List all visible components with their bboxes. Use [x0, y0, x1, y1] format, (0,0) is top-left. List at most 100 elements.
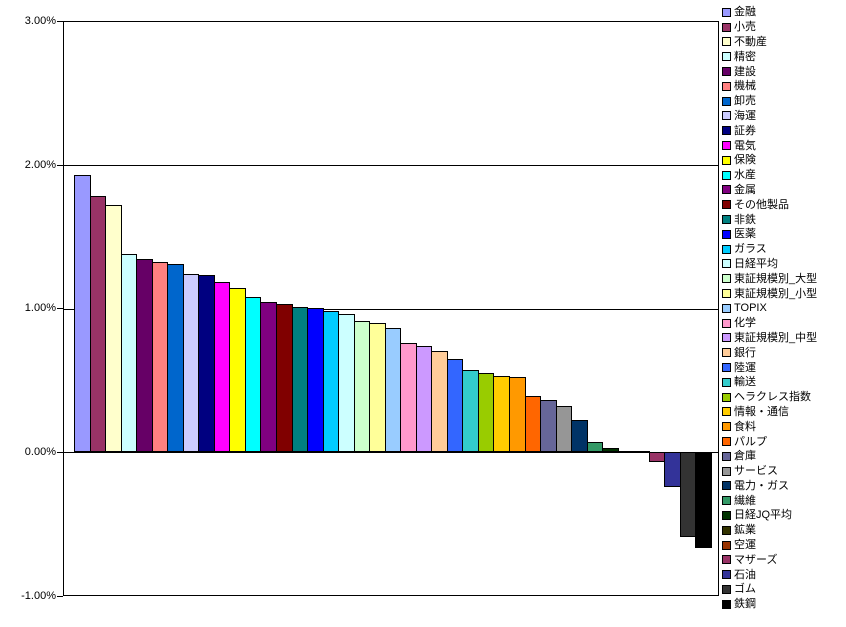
legend-item-26: 輸送 [722, 375, 846, 390]
y-axis-tick [57, 596, 63, 597]
legend-swatch-icon [722, 185, 731, 195]
bar-27-ヘラクレス指数 [477, 373, 495, 452]
legend-swatch-icon [722, 555, 731, 565]
legend-item-12: 水産 [722, 168, 846, 183]
legend-swatch-icon [722, 303, 731, 313]
legend-label: サービス [734, 465, 778, 478]
bar-32-サービス [555, 406, 573, 452]
legend-item-35: 日経JQ平均 [722, 508, 846, 523]
legend-item-10: 電気 [722, 138, 846, 153]
legend-label: 保険 [734, 154, 756, 167]
legend-item-39: 石油 [722, 567, 846, 582]
bar-5-建設 [136, 259, 153, 452]
y-axis-tick [57, 21, 63, 22]
legend-label: 水産 [734, 169, 756, 182]
legend-label: パルプ [734, 435, 767, 448]
plot-area [63, 21, 719, 596]
legend-swatch-icon [722, 363, 731, 373]
bar-34-繊維 [586, 442, 604, 452]
legend-label: 金属 [734, 183, 756, 196]
bar-23-東証規模別_中型 [415, 346, 433, 452]
legend-label: 東証規模別_大型 [734, 272, 818, 285]
legend-label: 電気 [734, 139, 756, 152]
legend-item-23: 東証規模別_中型 [722, 331, 846, 346]
legend-item-34: 繊維 [722, 493, 846, 508]
legend-item-29: 食料 [722, 419, 846, 434]
legend-item-32: サービス [722, 464, 846, 479]
legend-swatch-icon [722, 289, 731, 299]
legend-swatch-icon [722, 155, 731, 165]
legend-item-37: 空運 [722, 538, 846, 553]
legend-item-38: マザーズ [722, 552, 846, 567]
legend-label: 卸売 [734, 95, 756, 108]
legend-label: 非鉄 [734, 213, 756, 226]
y-axis-label-1pct: 1.00% [24, 302, 56, 314]
legend-label: 小売 [734, 21, 756, 34]
bar-39-石油 [664, 452, 681, 487]
legend-item-5: 建設 [722, 64, 846, 79]
legend-swatch-icon [722, 274, 731, 284]
legend-item-17: ガラス [722, 242, 846, 257]
legend-label: 建設 [734, 65, 756, 78]
bar-41-鉄鋼 [695, 452, 712, 548]
y-axis-label-2pct: 2.00% [24, 159, 56, 171]
legend-item-9: 証券 [722, 123, 846, 138]
gridline-1pct [64, 309, 718, 310]
legend-label: 機械 [734, 80, 756, 93]
legend-item-30: パルプ [722, 434, 846, 449]
legend-swatch-icon [722, 111, 731, 121]
legend-item-25: 陸運 [722, 360, 846, 375]
legend-label: TOPIX [734, 302, 767, 315]
legend-swatch-icon [722, 22, 731, 32]
legend-swatch-icon [722, 170, 731, 180]
legend-label: 精密 [734, 50, 756, 63]
legend-item-22: 化学 [722, 316, 846, 331]
bar-18-日経平均 [338, 314, 355, 452]
legend-label: その他製品 [734, 198, 789, 211]
legend-label: 日経JQ平均 [734, 509, 793, 522]
legend-item-27: ヘラクレス指数 [722, 390, 846, 405]
legend-item-40: ゴム [722, 582, 846, 597]
legend-item-2: 小売 [722, 20, 846, 35]
legend-label: 石油 [734, 568, 756, 581]
bar-2-小売 [89, 196, 107, 452]
legend-label: 化学 [734, 317, 756, 330]
y-axis-label-3pct: 3.00% [24, 15, 56, 27]
legend-swatch-icon [722, 37, 731, 47]
bar-16-医薬 [307, 308, 324, 452]
legend-label: ヘラクレス指数 [734, 391, 811, 404]
bar-1-金融 [74, 175, 91, 452]
legend-swatch-icon [722, 7, 731, 17]
bar-25-陸運 [446, 359, 464, 452]
legend-swatch-icon [722, 126, 731, 136]
legend-item-21: TOPIX [722, 301, 846, 316]
bar-11-保険 [229, 288, 246, 452]
legend-swatch-icon [722, 392, 731, 402]
legend-swatch-icon [722, 437, 731, 446]
legend-label: 空運 [734, 539, 756, 552]
legend-label: 輸送 [734, 376, 756, 389]
bar-26-輸送 [462, 370, 479, 452]
y-axis-tick [57, 165, 63, 166]
bar-28-情報・通信 [493, 376, 511, 452]
bar-40-ゴム [679, 452, 697, 537]
gridline-0pct [64, 452, 718, 453]
legend-item-41: 鉄鋼 [722, 597, 846, 612]
legend-item-14: その他製品 [722, 197, 846, 212]
bar-3-不動産 [105, 205, 122, 452]
legend-label: 日経平均 [734, 257, 778, 270]
legend-swatch-icon [722, 215, 731, 225]
bar-6-機械 [151, 262, 169, 452]
legend-swatch-icon [722, 466, 731, 476]
legend-label: 海運 [734, 109, 756, 122]
legend-label: 東証規模別_中型 [734, 331, 818, 344]
bar-37-空運 [633, 451, 650, 453]
legend-swatch-icon [722, 229, 731, 239]
legend-item-18: 日経平均 [722, 257, 846, 272]
legend-item-36: 鉱業 [722, 523, 846, 538]
legend-swatch-icon [722, 599, 731, 609]
legend-swatch-icon [722, 318, 731, 328]
legend-label: 繊維 [734, 494, 756, 507]
bar-8-海運 [182, 274, 200, 452]
